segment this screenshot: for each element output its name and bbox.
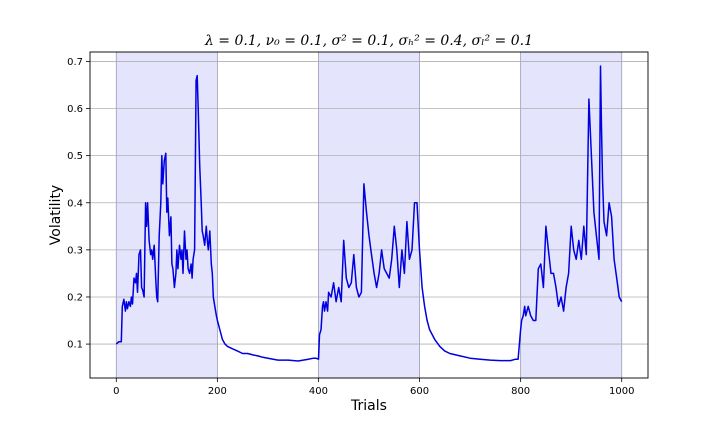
grid-lines xyxy=(90,61,648,345)
chart-title: λ = 0.1, ν₀ = 0.1, σ² = 0.1, σₕ² = 0.4, … xyxy=(204,33,533,49)
x-tick-label: 400 xyxy=(309,386,328,397)
y-tick-label: 0.3 xyxy=(67,245,83,256)
series-layer xyxy=(115,65,623,362)
axis-ticks: 0.1 0.2 0.3 0.4 0.5 0.6 0.7 0 200 400 600 800 1000 xyxy=(67,57,634,397)
x-axis-label: Trials xyxy=(350,398,387,414)
shaded-region-2 xyxy=(318,51,420,379)
plot-frame xyxy=(89,51,649,379)
x-tick-label: 0 xyxy=(113,386,119,397)
shaded-region-1 xyxy=(115,51,218,379)
y-tick-label: 0.6 xyxy=(67,104,83,115)
shaded-region-3 xyxy=(520,51,623,379)
x-tick-label: 200 xyxy=(208,386,227,397)
y-tick-label: 0.7 xyxy=(67,57,83,68)
y-tick-label: 0.2 xyxy=(67,292,83,303)
y-tick-label: 0.1 xyxy=(67,340,83,351)
x-tick-label: 1000 xyxy=(609,386,634,397)
shaded-regions xyxy=(115,51,623,379)
y-tick-label: 0.5 xyxy=(67,151,83,162)
x-tick-label: 600 xyxy=(410,386,429,397)
y-axis-label: Volatility xyxy=(48,185,64,245)
x-tick-label: 800 xyxy=(511,386,530,397)
y-tick-label: 0.4 xyxy=(67,198,83,209)
volatility-series-line xyxy=(115,65,623,362)
